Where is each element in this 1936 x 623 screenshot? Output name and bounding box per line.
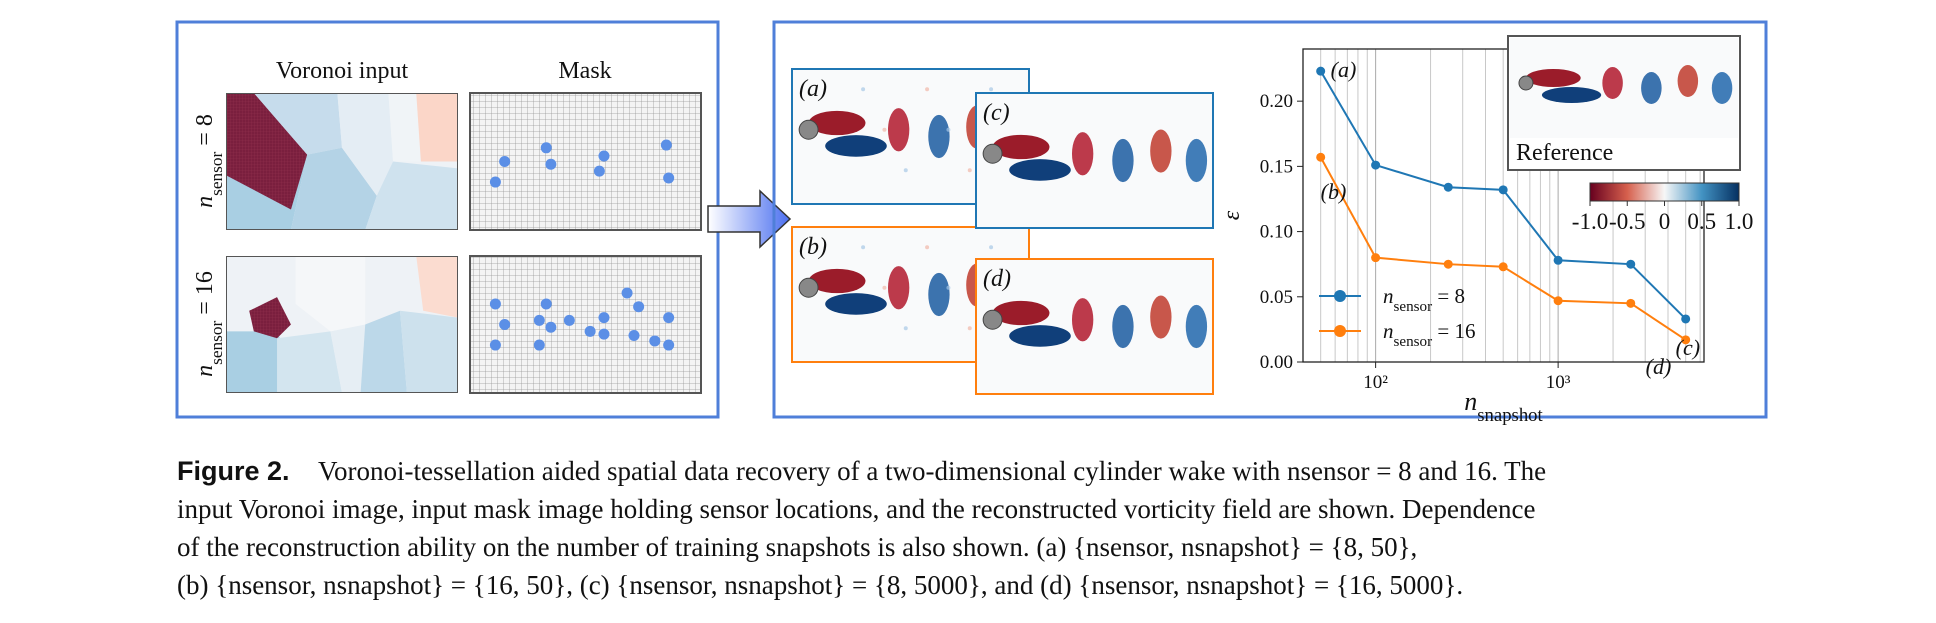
input-images (226, 92, 702, 394)
sensor-dot (663, 339, 675, 351)
panel-label: (a) (799, 76, 827, 102)
marker (1681, 335, 1691, 345)
colorbar-tick-label: -1.0 (1572, 209, 1608, 234)
caption-line: Voronoi-tessellation aided spatial data … (318, 456, 1546, 486)
sensor-dot (628, 329, 640, 341)
arrow (707, 189, 792, 249)
x-tick-label: 10³ (1546, 372, 1571, 393)
sensor-dot (545, 321, 557, 333)
sensor-dot (598, 150, 610, 162)
colorbar-tick-label: -0.5 (1609, 209, 1645, 234)
y-tick-label: 0.05 (1260, 287, 1293, 308)
colorbar-tick-label: 0 (1659, 209, 1671, 234)
sensor-dot (499, 156, 511, 167)
marker (1371, 160, 1381, 170)
sensor-dot (598, 312, 610, 324)
panel-label: (b) (799, 234, 827, 260)
marker (1681, 314, 1691, 324)
sensor-dot (489, 339, 501, 351)
sensor-dot (545, 158, 557, 170)
sensor-dot (489, 298, 501, 310)
marker (1316, 152, 1326, 162)
caption-line: (b) {nsensor, nsnapshot} = {16, 50}, (c)… (177, 570, 1463, 600)
sensor-dot (540, 298, 552, 310)
sensor-dot (649, 335, 661, 347)
marker (1316, 66, 1326, 76)
caption-line: input Voronoi image, input mask image ho… (177, 494, 1535, 524)
sensor-dot (540, 142, 552, 154)
sensor-dot (633, 301, 645, 313)
vorticity-field (976, 93, 1213, 228)
row-label: nsensor = 16 (192, 271, 226, 377)
colorbar-tick-label: 0.5 (1687, 209, 1716, 234)
mask-image (469, 255, 702, 394)
legend-label: nsensor = 8 (1383, 284, 1465, 315)
vorticity-field (976, 259, 1213, 394)
mask-image (469, 92, 702, 231)
y-tick-label: 0.10 (1260, 222, 1293, 243)
sensor-dot (584, 325, 596, 337)
reference-frame (1507, 35, 1741, 171)
axes-frame (1302, 48, 1705, 363)
marker (1443, 259, 1453, 269)
sensor-dot (533, 339, 545, 351)
sensor-dot (621, 287, 633, 299)
marker (1498, 185, 1508, 195)
column-header: Mask (558, 58, 611, 84)
colorbar (1589, 182, 1740, 202)
legend-marker (1334, 325, 1346, 337)
point-annotation: (c) (1676, 335, 1700, 360)
voronoi-image (226, 93, 458, 230)
marker (1371, 253, 1381, 263)
y-axis-label: ε (1219, 210, 1245, 220)
y-tick-label: 0.20 (1260, 91, 1293, 112)
panel-label: (d) (983, 266, 1011, 292)
sensor-dot (489, 176, 501, 188)
row-label: nsensor = 8 (192, 114, 226, 208)
legend-marker (1334, 290, 1346, 302)
point-annotation: (d) (1646, 354, 1672, 379)
sensor-dot (563, 314, 575, 326)
x-tick-label: 10² (1363, 372, 1388, 393)
right-frame (772, 20, 1768, 419)
voronoi-image (226, 256, 458, 393)
y-tick-label: 0.00 (1260, 352, 1293, 373)
marker (1553, 255, 1563, 265)
caption-line: of the reconstruction ability on the num… (177, 532, 1417, 562)
sensor-dot (499, 319, 511, 330)
point-annotation: (a) (1331, 57, 1357, 82)
caption-label: Figure 2. (177, 456, 290, 486)
sensor-dot (593, 165, 605, 177)
panel-label: (c) (983, 100, 1010, 126)
x-axis-label: nsnapshot (1464, 387, 1543, 426)
marker (1498, 262, 1508, 272)
sensor-dot (660, 139, 672, 151)
legend-label: nsensor = 16 (1383, 319, 1475, 350)
marker (1626, 298, 1636, 308)
sensor-dot (663, 172, 675, 184)
marker (1626, 259, 1636, 269)
reference: Reference -1.0 -0.5 0 0.5 1.0 (1507, 35, 1754, 234)
marker (1553, 296, 1563, 306)
vorticity-field (1510, 38, 1738, 138)
sensor-dot (663, 312, 675, 324)
colorbar-tick-label: 1.0 (1725, 209, 1754, 234)
sensor-dot (533, 314, 545, 326)
marker (1443, 182, 1453, 192)
column-header: Voronoi input (276, 58, 409, 84)
sensor-dot (598, 328, 610, 340)
y-tick-label: 0.15 (1260, 156, 1293, 177)
point-annotation: (b) (1321, 179, 1347, 204)
reference-label: Reference (1516, 140, 1613, 166)
reconstructions: (a) (b) (c) (d) (791, 68, 1214, 395)
